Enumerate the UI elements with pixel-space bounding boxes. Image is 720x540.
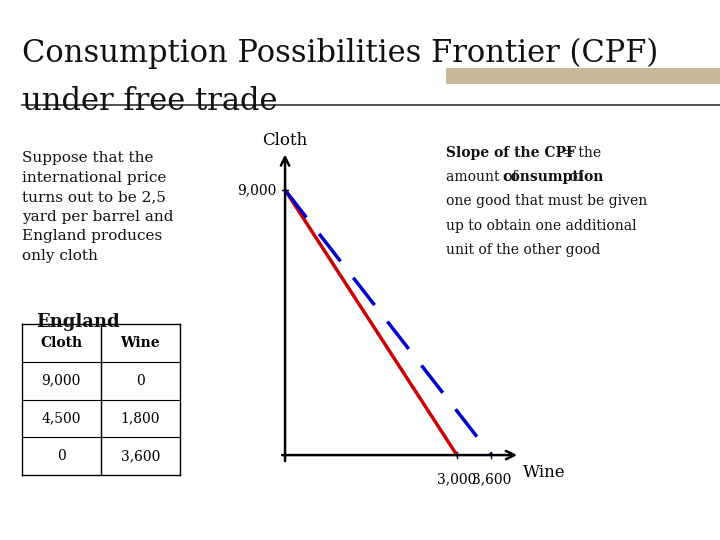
Text: consumption: consumption: [503, 170, 604, 184]
Text: 3,000: 3,000: [437, 472, 477, 487]
Text: 9,000: 9,000: [42, 374, 81, 388]
Text: England: England: [36, 313, 120, 331]
Text: 9,000: 9,000: [237, 183, 276, 197]
Text: amount of: amount of: [446, 170, 522, 184]
Text: Slope of the CPF: Slope of the CPF: [446, 146, 576, 160]
Text: Wine: Wine: [523, 464, 565, 481]
Text: unit of the other good: unit of the other good: [446, 243, 600, 257]
Text: Suppose that the
international price
turns out to be 2,5
yard per barrel and
Eng: Suppose that the international price tur…: [22, 151, 173, 262]
Text: = the: = the: [558, 146, 601, 160]
Text: Consumption Possibilities Frontier (CPF): Consumption Possibilities Frontier (CPF): [22, 38, 658, 69]
Text: 3,600: 3,600: [472, 472, 511, 487]
Text: one good that must be given: one good that must be given: [446, 194, 648, 208]
Text: of: of: [565, 170, 583, 184]
Text: 0: 0: [57, 449, 66, 463]
Text: Cloth: Cloth: [262, 132, 307, 148]
Text: 4,500: 4,500: [42, 411, 81, 426]
Text: Cloth: Cloth: [40, 336, 82, 350]
Text: under free trade: under free trade: [22, 86, 277, 117]
Text: up to obtain one additional: up to obtain one additional: [446, 219, 637, 233]
Text: 1,800: 1,800: [121, 411, 160, 426]
Text: Wine: Wine: [120, 336, 161, 350]
Text: 0: 0: [136, 374, 145, 388]
Text: 3,600: 3,600: [121, 449, 160, 463]
